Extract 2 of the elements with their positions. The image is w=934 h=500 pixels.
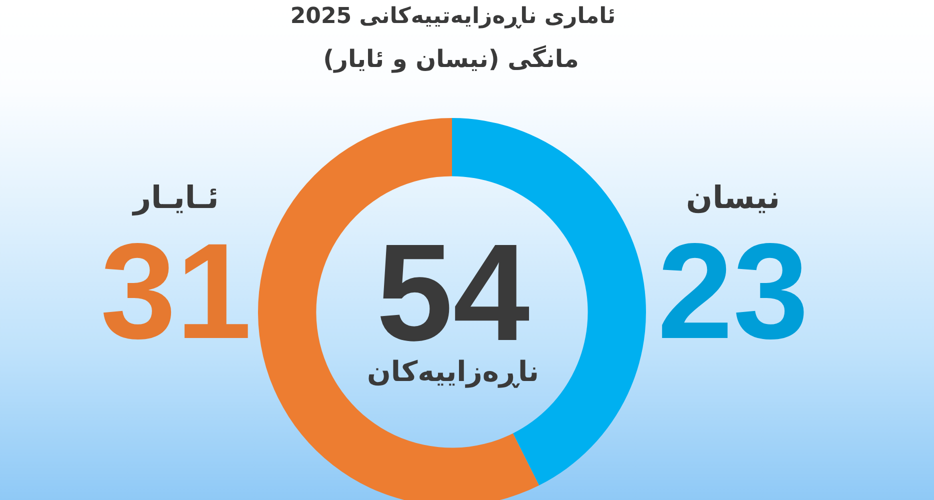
- title: ئاماری ناڕەزایەتییەکانی 2025: [290, 4, 616, 29]
- subtitle: مانگی (نیسان و ئایار): [323, 45, 579, 73]
